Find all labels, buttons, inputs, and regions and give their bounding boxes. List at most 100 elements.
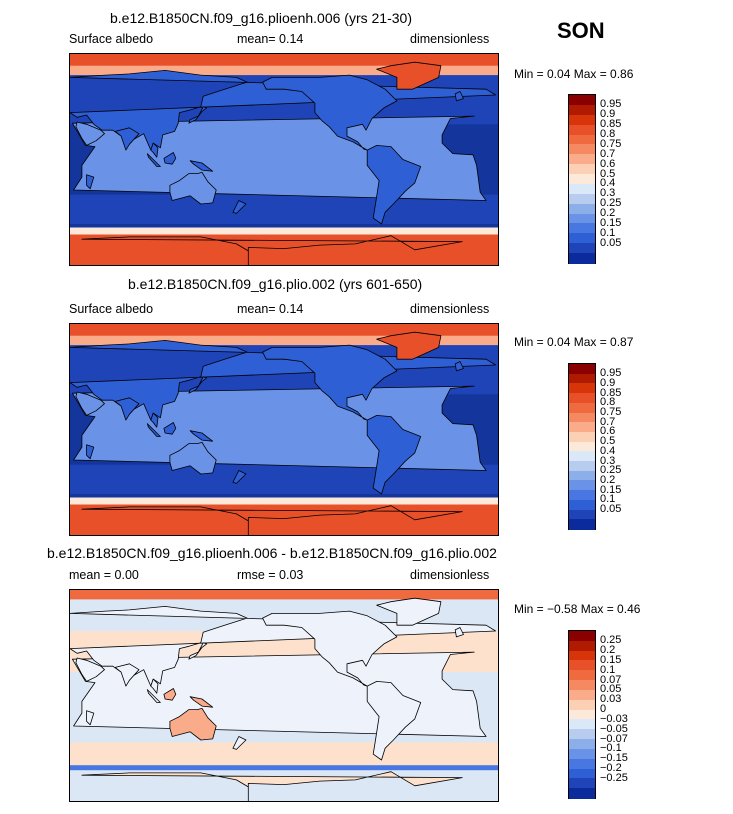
continent-outline-samerica bbox=[366, 681, 422, 761]
colorbar-tick-label: 0.85 bbox=[600, 386, 622, 399]
colorbar-swatch bbox=[569, 670, 595, 681]
panel-3-rmse: rmse = 0.03 bbox=[237, 568, 304, 582]
continent-outline-eurasia bbox=[70, 339, 497, 421]
colorbar-tick-label: 0.05 bbox=[600, 236, 622, 249]
colorbar-swatch bbox=[569, 778, 595, 789]
panel-1-title: b.e12.B1850CN.f09_g16.plioenh.006 (yrs 2… bbox=[110, 10, 412, 26]
colorbar-swatch bbox=[569, 499, 595, 511]
continent-outline-arabia bbox=[75, 391, 105, 416]
continent-outline-japan bbox=[188, 106, 208, 124]
south-ocean-band bbox=[70, 464, 498, 494]
colorbar-swatch bbox=[569, 480, 595, 491]
colorbar-tick-label: 0.4 bbox=[600, 177, 616, 190]
continent-outline-arabia bbox=[75, 121, 105, 146]
continent-outline-sumatra bbox=[146, 153, 161, 167]
colorbar-tick-label: 0.15 bbox=[600, 653, 622, 666]
colorbar-swatch bbox=[569, 788, 595, 799]
colorbar-swatch bbox=[569, 233, 595, 244]
colorbar-swatch bbox=[569, 640, 595, 652]
colorbar-tick-label: 0.95 bbox=[600, 98, 622, 111]
continent-outline-nz bbox=[232, 200, 247, 214]
south-ocean-band bbox=[70, 194, 498, 224]
colorbar-tick-label: 0.25 bbox=[600, 197, 622, 210]
continent-outline-india bbox=[114, 127, 140, 151]
colorbar-swatch bbox=[569, 213, 595, 225]
continent-outline-antarctica bbox=[81, 771, 463, 801]
colorbar-swatch bbox=[569, 104, 595, 116]
colorbar-tick-label: 0.1 bbox=[600, 493, 616, 506]
colorbar-tick-label: 0.25 bbox=[600, 634, 622, 647]
colorbar-tick-label: 0.3 bbox=[600, 187, 616, 200]
colorbar-swatch bbox=[569, 253, 595, 264]
colorbar-swatch bbox=[569, 243, 595, 254]
colorbar-swatch bbox=[569, 412, 595, 423]
colorbar-tick-label: 0.4 bbox=[600, 444, 616, 457]
colorbar-swatch bbox=[569, 364, 595, 375]
panel-3-minmax: Min = −0.58 Max = 0.46 bbox=[514, 602, 641, 616]
continent-outline-seasia bbox=[150, 412, 159, 428]
colorbar-swatch bbox=[569, 441, 595, 452]
season-label: SON bbox=[557, 18, 605, 43]
continent-outline-greenland bbox=[376, 61, 442, 90]
panel-2-colorbar bbox=[568, 363, 596, 530]
colorbar-tick-label: 0.7 bbox=[600, 147, 616, 160]
colorbar-swatch bbox=[569, 768, 595, 779]
continent-outline-greenland bbox=[376, 331, 442, 360]
colorbar-swatch bbox=[569, 144, 595, 155]
colorbar-swatch bbox=[569, 631, 595, 642]
continent-outline-australia bbox=[169, 442, 217, 475]
continent-outline-nz bbox=[232, 736, 247, 750]
colorbar-tick-label: 0.7 bbox=[600, 415, 616, 428]
colorbar-tick-label: 0.9 bbox=[600, 108, 616, 121]
colorbar-tick-label: 0.07 bbox=[600, 673, 622, 686]
continent-outline-madagascar bbox=[86, 174, 95, 190]
continent-outline-greenland bbox=[376, 597, 442, 626]
continent-outline-namerica bbox=[262, 344, 398, 421]
continent-outline-newguinea bbox=[189, 430, 214, 442]
colorbar-swatch bbox=[569, 758, 595, 770]
colorbar-swatch bbox=[569, 402, 595, 414]
continent-outline-antarctica bbox=[81, 505, 463, 535]
colorbar-swatch bbox=[569, 164, 595, 175]
map-canvas bbox=[70, 324, 498, 535]
colorbar-tick-label: 0.85 bbox=[600, 118, 622, 131]
colorbar-tick-label: −0.15 bbox=[600, 752, 628, 765]
continent-outline-samerica bbox=[366, 145, 422, 225]
continent-outline-namerica bbox=[262, 74, 398, 151]
panel-1-variable: Surface albedo bbox=[69, 32, 154, 46]
continent-outline-samerica bbox=[366, 415, 422, 495]
panel-1-mean: mean= 0.14 bbox=[237, 32, 304, 46]
colorbar-swatch bbox=[569, 509, 595, 520]
colorbar-swatch bbox=[569, 461, 595, 472]
colorbar-tick-label: 0.75 bbox=[600, 137, 622, 150]
colorbar-tick-label: 0.95 bbox=[600, 367, 622, 380]
colorbar-swatch bbox=[569, 95, 595, 106]
continent-outline-seasia bbox=[150, 142, 159, 158]
panel-2-variable: Surface albedo bbox=[69, 302, 154, 316]
colorbar-swatch bbox=[569, 451, 595, 462]
colorbar-tick-label: 0.2 bbox=[600, 473, 616, 486]
colorbar-tick-label: 0.5 bbox=[600, 167, 616, 180]
colorbar-swatch bbox=[569, 134, 595, 145]
colorbar-swatch bbox=[569, 154, 595, 165]
continent-outline-japan bbox=[188, 642, 208, 660]
colorbar-swatch bbox=[569, 223, 595, 234]
colorbar-swatch bbox=[569, 124, 595, 136]
colorbar-swatch bbox=[569, 739, 595, 750]
continent-outline-uk bbox=[454, 91, 464, 102]
colorbar-swatch bbox=[569, 422, 595, 433]
colorbar-swatch bbox=[569, 729, 595, 740]
colorbar-tick-label: 0.9 bbox=[600, 376, 616, 389]
colorbar-swatch bbox=[569, 660, 595, 671]
panel-3-map bbox=[69, 589, 499, 802]
colorbar-tick-label: −0.05 bbox=[600, 722, 628, 735]
panel-2-title: b.e12.B1850CN.f09_g16.plio.002 (yrs 601-… bbox=[128, 276, 423, 292]
arctic-anomaly bbox=[70, 590, 498, 600]
colorbar-swatch bbox=[569, 519, 595, 530]
panel-3-title: b.e12.B1850CN.f09_g16.plioenh.006 - b.e1… bbox=[47, 545, 497, 561]
continent-outline-namerica bbox=[262, 610, 398, 687]
continent-outline-uk bbox=[454, 361, 464, 372]
colorbar-swatch bbox=[569, 193, 595, 205]
continent-outline-india bbox=[114, 663, 140, 687]
colorbar-tick-label: 0.8 bbox=[600, 396, 616, 409]
